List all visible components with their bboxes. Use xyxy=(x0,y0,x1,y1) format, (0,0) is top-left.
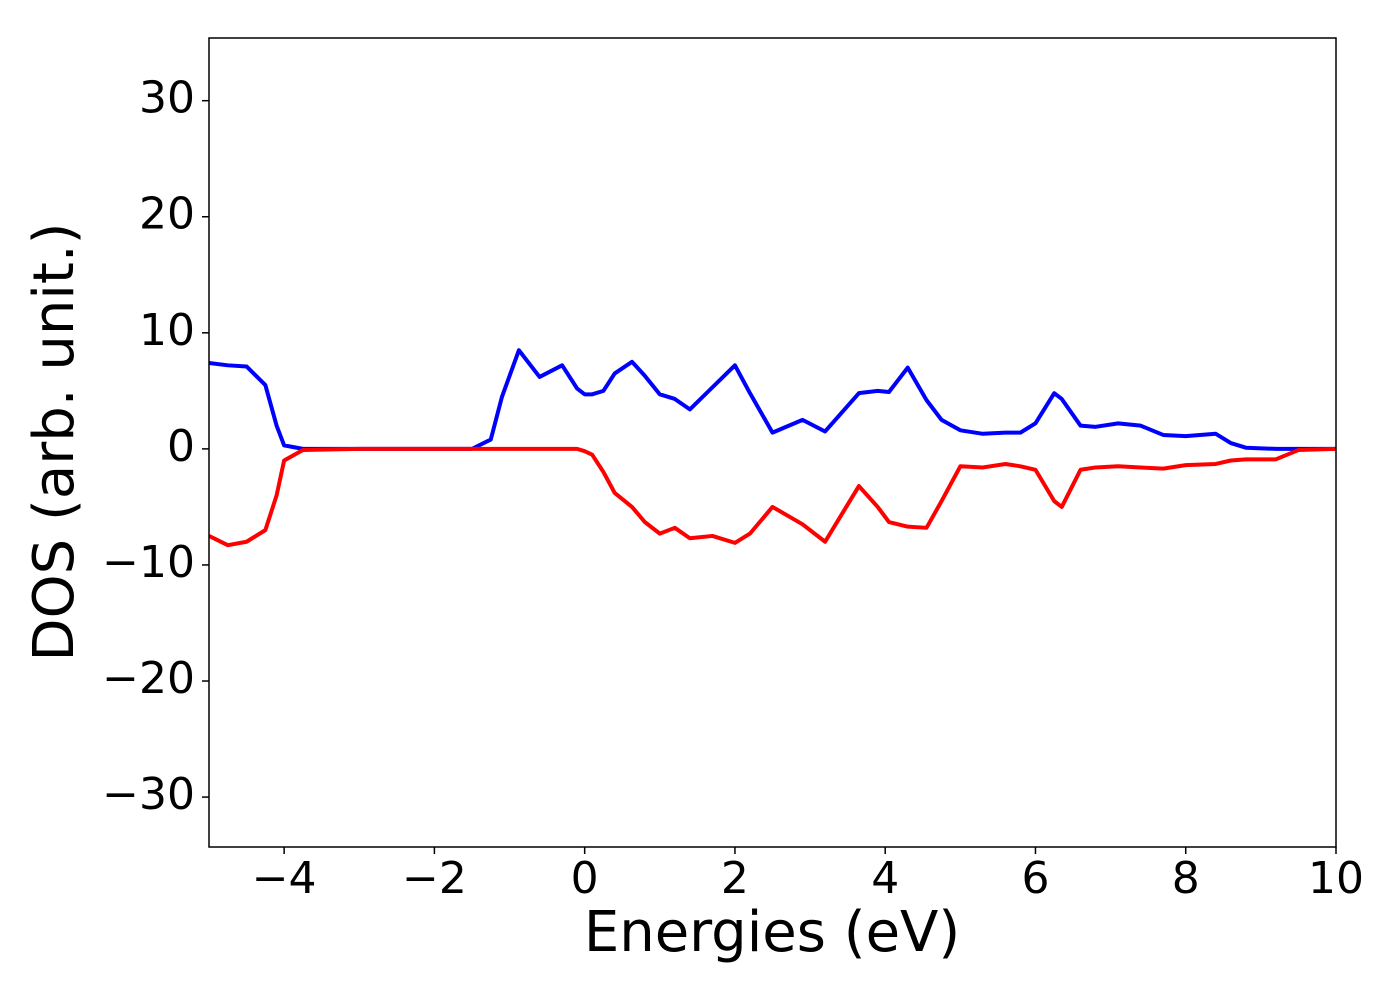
y-axis-label: DOS (arb. unit.) xyxy=(22,222,87,661)
y-tick-label: 20 xyxy=(139,189,195,240)
x-tick-label: 0 xyxy=(571,853,599,904)
y-tick-label: 0 xyxy=(167,421,195,472)
y-tick-label: −10 xyxy=(102,537,195,588)
y-tick-label: 30 xyxy=(139,73,195,124)
x-tick-label: 2 xyxy=(721,853,749,904)
x-tick-label: −4 xyxy=(252,853,317,904)
x-tick-label: 6 xyxy=(1021,853,1049,904)
data-line xyxy=(209,446,1336,548)
y-tick-label: −30 xyxy=(102,769,195,820)
x-axis-label: Energies (eV) xyxy=(584,900,960,965)
x-tick-label: 10 xyxy=(1308,853,1364,904)
data-line xyxy=(209,348,1336,451)
y-tick-label: −20 xyxy=(102,653,195,704)
x-tick-label: 4 xyxy=(871,853,899,904)
x-tick-label: −2 xyxy=(402,853,467,904)
x-tick-label: 8 xyxy=(1172,853,1200,904)
plot-frame xyxy=(208,37,1337,848)
y-tick-label: 10 xyxy=(139,305,195,356)
